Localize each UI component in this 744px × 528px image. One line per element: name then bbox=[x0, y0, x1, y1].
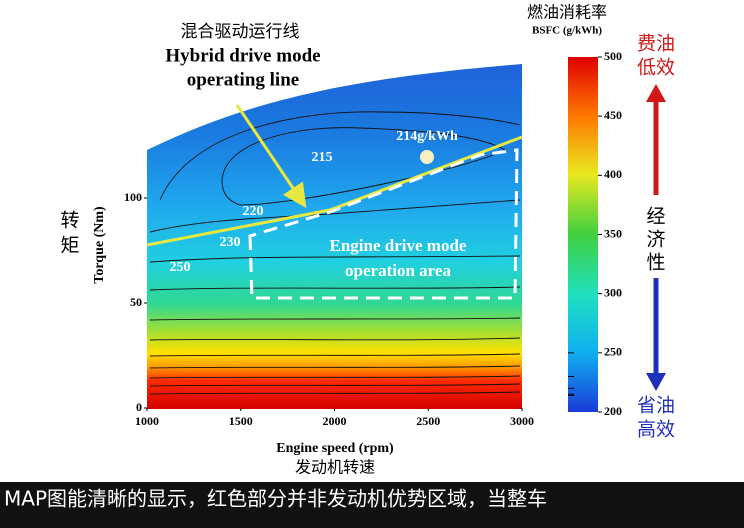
colorbar-tick-label: 450 bbox=[604, 108, 622, 122]
contour-lines bbox=[149, 111, 521, 395]
side-label: 济 bbox=[646, 229, 665, 251]
side-label: 性 bbox=[646, 252, 665, 274]
map bbox=[147, 64, 522, 409]
x-label-cn: 发动机转速 bbox=[295, 458, 375, 477]
title-line: operating line bbox=[187, 69, 299, 90]
x-tick-label: 2500 bbox=[416, 414, 440, 428]
y-tick-label: 0 bbox=[136, 400, 142, 414]
colorbar-tick-label: 400 bbox=[604, 167, 622, 181]
y-tick-label: 50 bbox=[130, 295, 142, 309]
x-label: Engine speed (rpm) bbox=[276, 441, 394, 456]
caption-bar bbox=[0, 482, 744, 528]
title-cn: 混合驱动运行线 bbox=[181, 22, 300, 42]
y-label: Torque (Nm) bbox=[92, 206, 107, 284]
x-tick-label: 2000 bbox=[323, 414, 347, 428]
title-arrow bbox=[235, 104, 307, 208]
x-tick-label: 3000 bbox=[510, 414, 534, 428]
x-tick-label: 1500 bbox=[229, 414, 253, 428]
side-labels: 费油 低效 经 济 性 省油 高效 bbox=[637, 33, 675, 441]
arrow-up-head bbox=[646, 84, 666, 102]
contour-label: 250 bbox=[170, 260, 191, 275]
contour-label: 230 bbox=[220, 235, 241, 250]
colorbar-tick-label: 500 bbox=[604, 49, 622, 63]
side-label: 费油 bbox=[637, 33, 675, 55]
contour-label: 215 bbox=[312, 150, 333, 165]
arrow-down-head bbox=[646, 373, 666, 391]
x-tick-label: 1000 bbox=[135, 414, 159, 428]
colorbar-title: 燃油消耗率 bbox=[527, 3, 607, 22]
operation-area bbox=[248, 148, 519, 300]
y-label-cn: 矩 bbox=[60, 235, 79, 257]
colorbar-tick-label: 350 bbox=[604, 226, 622, 240]
optimum-point bbox=[420, 150, 434, 164]
colorbar-subtitle: BSFC (g/kWh) bbox=[532, 25, 602, 37]
colorbar-tick-label: 250 bbox=[604, 345, 622, 359]
side-label: 经 bbox=[646, 206, 665, 228]
colorbar bbox=[568, 57, 598, 412]
caption: MAP图能清晰的显示，红色部分并非发动机优势区域，当整车 bbox=[4, 487, 547, 511]
contour-label: 220 bbox=[243, 204, 264, 219]
title-line: Hybrid drive mode bbox=[165, 45, 320, 66]
region-label: Engine drive mode bbox=[330, 236, 467, 255]
y-label-cn: 转 bbox=[60, 210, 79, 232]
side-label: 省油 bbox=[637, 395, 675, 417]
side-label: 高效 bbox=[637, 419, 675, 441]
region-label: operation area bbox=[345, 261, 451, 280]
colorbar-tick-label: 300 bbox=[604, 285, 622, 299]
contour-label: 214g/kWh bbox=[396, 129, 458, 144]
side-label: 低效 bbox=[637, 57, 675, 79]
operating-line bbox=[147, 135, 522, 247]
y-tick-label: 100 bbox=[124, 190, 142, 204]
colorbar-tick-label: 200 bbox=[604, 404, 622, 418]
